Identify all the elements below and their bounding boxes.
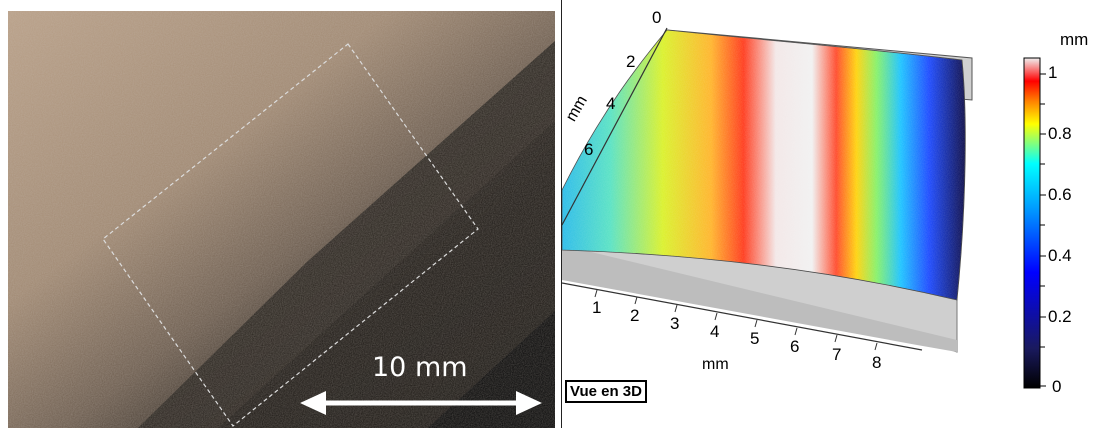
x-tick-label: 2 [630, 306, 640, 325]
x-tick-label: 6 [790, 337, 800, 356]
x-axis-line [561, 282, 923, 351]
surface-3d-plot: 1 2 3 4 5 6 7 8 mm 0 2 4 6 mm [561, 0, 1012, 428]
y-tick-label: 4 [606, 94, 616, 113]
view-3d-label: Vue en 3D [565, 380, 647, 403]
colorbar-tick-label: 0.8 [1048, 124, 1072, 143]
x-tick-label: 7 [832, 345, 842, 364]
x-tick-label: 3 [670, 314, 680, 333]
measurement-area-outline [102, 43, 479, 427]
height-colorbar: mm [1012, 0, 1097, 428]
colorbar-tick-label: 0.2 [1048, 307, 1072, 326]
x-tick-label: 5 [750, 329, 760, 348]
colorbar-tick-label: 1 [1048, 63, 1058, 82]
colorbar-tick-label: 0 [1052, 377, 1062, 396]
y-tick-label: 2 [626, 52, 636, 71]
scale-bar [300, 391, 542, 415]
scale-bar-label: 10 mm [372, 352, 468, 383]
colorbar-gradient [1023, 57, 1046, 389]
y-tick-label: 6 [584, 140, 594, 159]
x-axis-unit: mm [702, 356, 729, 373]
surface-photo [8, 11, 555, 428]
y-axis-line [561, 27, 668, 226]
x-tick-label: 1 [592, 298, 602, 317]
surface-3d-render [561, 27, 973, 353]
x-tick-label: 4 [710, 322, 720, 341]
x-axis-ticks [594, 289, 878, 351]
colorbar-tick-label: 0.4 [1048, 246, 1072, 265]
surface-photo-image [8, 11, 555, 428]
y-tick-label: 0 [652, 8, 662, 27]
x-tick-label: 8 [872, 353, 882, 372]
colorbar-unit: mm [1060, 30, 1089, 49]
panel-divider [561, 0, 562, 428]
colorbar-tick-label: 0.6 [1048, 185, 1072, 204]
